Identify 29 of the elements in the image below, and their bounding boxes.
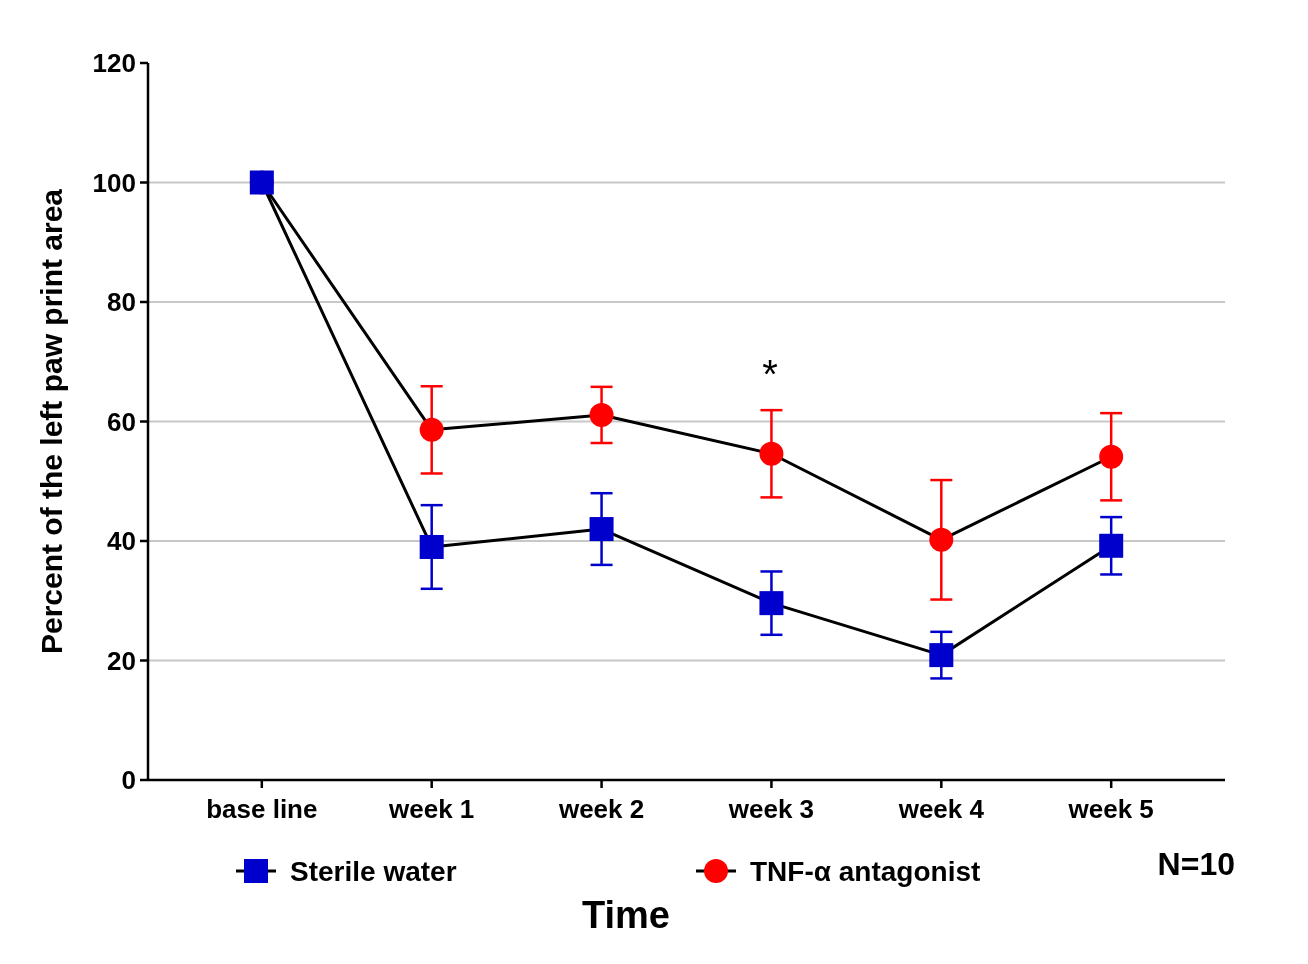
point <box>929 643 954 668</box>
y-tick-label: 80 <box>107 287 136 318</box>
point <box>589 402 614 427</box>
x-axis-title: Time <box>581 894 671 936</box>
text: N=10 <box>1157 846 1235 882</box>
point <box>589 517 614 542</box>
y-tick-label: 100 <box>92 167 136 198</box>
point <box>759 441 784 466</box>
point <box>759 591 784 616</box>
y-axis-title: Percent of the left paw print area <box>35 188 68 655</box>
y-tick-label: 0 <box>121 765 136 796</box>
x-tick-label: week 3 <box>727 794 815 824</box>
point <box>419 534 444 559</box>
x-tick-label: week 2 <box>557 794 645 824</box>
x-tick-label: week 4 <box>897 794 985 824</box>
point <box>929 527 954 552</box>
point <box>419 417 444 442</box>
y-tick-label: 60 <box>107 406 136 437</box>
y-tick-label: 40 <box>107 526 136 557</box>
legend-label: Sterile water <box>290 855 457 887</box>
x-tick-label: base line <box>206 794 318 824</box>
x-tick-label: week 1 <box>388 794 475 824</box>
legend-label: TNF-α antagonist <box>750 855 981 887</box>
y-tick-label: 20 <box>107 645 136 676</box>
annotation: * <box>762 352 778 396</box>
y-tick-label: 120 <box>92 48 136 79</box>
x-tick-label: week 5 <box>1067 794 1154 824</box>
point <box>1099 533 1124 558</box>
point <box>1099 444 1124 469</box>
